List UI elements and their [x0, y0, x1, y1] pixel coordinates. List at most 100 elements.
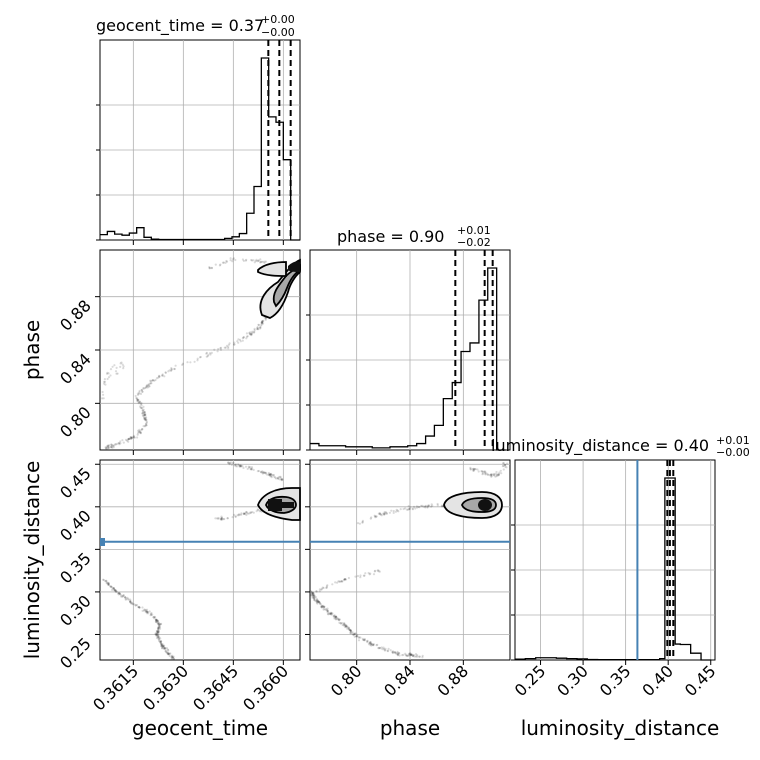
- scatter-point: [316, 598, 319, 602]
- scatter-point: [165, 647, 168, 650]
- scatter-point: [228, 462, 231, 465]
- scatter-point: [368, 573, 371, 576]
- scatter-point: [109, 585, 112, 588]
- scatter-point: [337, 619, 340, 622]
- scatter-point: [113, 364, 116, 367]
- scatter-point: [103, 382, 106, 385]
- scatter-point: [330, 612, 333, 615]
- scatter-point: [383, 649, 386, 652]
- scatter-point: [160, 644, 163, 647]
- scatter-point: [210, 351, 213, 354]
- scatter-point: [318, 590, 321, 593]
- scatter-point: [497, 472, 500, 476]
- x-tick-label: 0.84: [380, 661, 419, 700]
- scatter-point: [145, 612, 148, 615]
- scatter-point: [219, 263, 222, 266]
- scatter-point: [343, 578, 347, 581]
- scatter-point: [486, 473, 489, 476]
- scatter-point: [109, 374, 112, 377]
- scatter-point: [256, 328, 259, 331]
- scatter-point: [344, 625, 348, 628]
- scatter-point: [333, 617, 336, 620]
- scatter-point: [489, 473, 493, 476]
- scatter-point: [141, 414, 144, 417]
- scatter-point: [141, 390, 144, 393]
- scatter-point: [139, 431, 142, 434]
- y-tick-label: 0.84: [56, 349, 95, 388]
- scatter-point: [357, 639, 361, 642]
- scatter-point: [154, 620, 158, 623]
- scatter-point: [140, 388, 144, 392]
- scatter-point: [141, 609, 144, 613]
- scatter-point: [486, 473, 489, 476]
- scatter-point: [238, 465, 241, 468]
- scatter-point: [389, 649, 392, 652]
- scatter-point: [159, 623, 162, 626]
- scatter-point: [155, 633, 158, 636]
- scatter-point: [136, 432, 140, 435]
- scatter-point: [173, 367, 176, 371]
- scatter-point: [281, 478, 284, 481]
- scatter-point: [502, 468, 505, 471]
- scatter-point: [354, 575, 357, 578]
- scatter-point: [424, 504, 427, 507]
- scatter-point: [162, 646, 165, 649]
- scatter-point: [358, 636, 361, 639]
- scatter-point: [155, 634, 158, 637]
- scatter-point: [154, 633, 157, 636]
- scatter-point: [107, 372, 110, 375]
- scatter-point: [124, 596, 127, 599]
- scatter-point: [129, 600, 132, 603]
- scatter-point: [112, 446, 115, 449]
- scatter-point: [129, 436, 132, 439]
- scatter-point: [418, 506, 421, 509]
- panel-phase-hist: phase = 0.90 +0.01 −0.02: [309, 224, 511, 451]
- scatter-point: [156, 627, 160, 630]
- scatter-point: [372, 573, 376, 576]
- scatter-point: [110, 586, 113, 589]
- scatter-point: [130, 601, 133, 604]
- scatter-point: [343, 622, 346, 625]
- scatter-point: [490, 475, 493, 478]
- scatter-point: [138, 400, 141, 403]
- scatter-point: [117, 592, 120, 595]
- scatter-point: [141, 409, 144, 412]
- scatter-point: [363, 637, 366, 641]
- scatter-point: [129, 436, 132, 439]
- y-tick-label: 0.80: [56, 403, 95, 442]
- scatter-point: [121, 595, 124, 598]
- scatter-point: [321, 586, 324, 589]
- scatter-point: [152, 616, 155, 619]
- scatter-point: [421, 654, 424, 658]
- scatter-point: [372, 643, 375, 646]
- scatter-point: [383, 512, 386, 515]
- scatter-point: [390, 509, 393, 512]
- scatter-point: [224, 261, 227, 264]
- scatter-point: [497, 474, 500, 477]
- scatter-point: [232, 461, 235, 464]
- scatter-point: [392, 651, 395, 654]
- scatter-point: [115, 366, 118, 369]
- scatter-point: [366, 641, 369, 644]
- scatter-point: [104, 383, 107, 386]
- scatter-point: [252, 468, 255, 471]
- scatter-point: [258, 510, 261, 513]
- scatter-point: [329, 611, 333, 614]
- xlabel-phase: phase: [380, 716, 440, 740]
- scatter-point: [346, 627, 349, 630]
- scatter-point: [275, 477, 278, 480]
- scatter-point: [144, 610, 147, 613]
- scatter-point: [129, 600, 132, 603]
- scatter-point: [249, 467, 253, 471]
- scatter-point: [259, 470, 262, 473]
- scatter-point: [138, 430, 141, 433]
- scatter-point: [331, 612, 334, 615]
- scatter-point: [489, 473, 492, 477]
- scatter-point: [423, 505, 427, 508]
- scatter-point: [137, 398, 140, 402]
- x-tick-label: 0.3645: [189, 661, 242, 714]
- scatter-point: [312, 597, 316, 600]
- scatter-point: [205, 352, 208, 355]
- scatter-point: [136, 398, 140, 401]
- scatter-point: [108, 444, 111, 447]
